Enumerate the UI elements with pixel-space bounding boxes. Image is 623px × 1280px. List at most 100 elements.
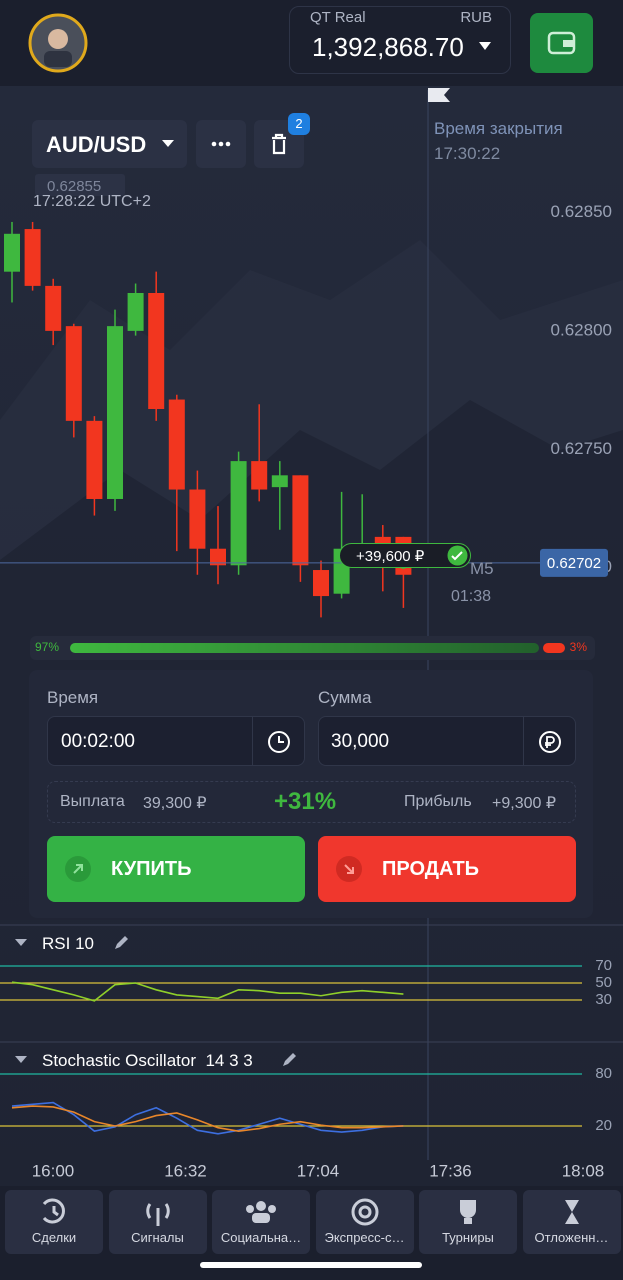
y-tick-label: 70 [595,957,612,974]
close-time: 17:30:22 [434,144,501,163]
candle-body [148,292,165,410]
candle-body [86,420,103,499]
nav-tab[interactable]: Экспресс-с… [315,1190,414,1254]
buy-bar [70,643,539,653]
buy-share: 97% [35,640,60,654]
candle-body [292,475,309,566]
asset: AUD/USD [46,132,147,157]
indicator-line [11,1101,404,1135]
nav-tab[interactable]: Отложенн… [522,1190,621,1254]
currency: RUB [460,9,492,26]
x-tick-label: 17:04 [297,1161,340,1180]
nav-tab[interactable]: Турниры [419,1190,517,1254]
percent: +31% [274,788,337,815]
edit[interactable] [112,934,130,952]
more-button[interactable] [196,120,246,168]
rsi-title: RSI 10 [42,934,94,954]
edit[interactable] [280,1051,298,1069]
candle-body [230,461,247,566]
clock: 17:28:22 UTC+2 [33,193,151,210]
y-tick-label: 50 [595,974,612,991]
amount-value: 30,000 [331,731,390,752]
candle-body [189,489,206,549]
nav-tab[interactable]: Сделки [5,1190,103,1254]
trade-badge: +39,600 ₽ [339,543,471,568]
nav-tab[interactable]: Социальна… [212,1190,310,1254]
nav-label: Сигналы [131,1230,184,1245]
x-tick-label: 16:00 [32,1161,75,1180]
nav-icon [460,1200,476,1224]
home-indicator [200,1262,422,1268]
y-tick-label: 0.62750 [551,439,612,458]
wallet-button[interactable] [530,13,593,73]
amount-input[interactable]: 30,000 [318,716,576,766]
y-tick-label: 30 [595,991,612,1008]
candle-body [313,570,329,597]
rsi-period: 10 [75,934,94,953]
stoch-title: Stochastic Oscillator 14 3 3 [42,1051,253,1071]
avatar[interactable] [28,13,88,73]
nav-icon [246,1201,276,1223]
nav-icon [351,1198,378,1226]
buy-label: КУПИТЬ [111,858,192,880]
candle-body [374,536,391,549]
top-bar [0,0,623,86]
nav-icon [145,1203,170,1226]
candle-body [127,292,144,331]
sell-share: 3% [569,640,587,654]
candle-body [24,229,41,286]
asset-selector[interactable]: AUD/USD [32,120,187,168]
nav-icon [564,1200,579,1224]
balance: 1,392,868.70 [312,32,464,62]
nav-label: Экспресс-с… [324,1230,405,1245]
x-tick-label: 17:36 [429,1161,472,1180]
candle-body [210,548,226,566]
y-tick-label: 80 [595,1065,612,1082]
account-type: QT Real [310,9,366,26]
candle-body [168,399,185,490]
nav-label: Сделки [31,1230,77,1245]
buy-button[interactable]: КУПИТЬ [47,836,305,902]
price-marker: 0.62855 [35,174,125,196]
profit-value: +9,300 ₽ [492,795,557,812]
stoch-params: 14 3 3 [205,1051,253,1070]
profit-label: Прибыль [404,793,472,810]
sell-label: ПРОДАТЬ [382,858,480,880]
current-price: 0.62702 [547,555,601,572]
sell-button[interactable]: ПРОДАТЬ [318,836,576,902]
indicator-line [11,981,404,1002]
trade-profit: +39,600 ₽ [356,548,425,565]
time-input[interactable]: 00:02:00 [47,716,305,766]
sentiment: 97% 3% [30,636,595,660]
collapse[interactable] [14,938,28,948]
x-tick-label: 16:32 [164,1161,207,1180]
balance-box[interactable]: QT Real RUB 1,392,868.70 [289,6,511,74]
rsi-name: RSI [42,934,71,953]
payout-label: Выплата [60,793,125,810]
candle-body [45,285,62,331]
current-price-box [540,548,608,577]
x-tick-label: 18:08 [562,1161,605,1180]
payout-row: Выплата 39,300 ₽ +31% Прибыль +9,300 ₽ [47,781,576,823]
y-tick-label: 20 [595,1117,612,1134]
indicator-line [11,1105,404,1132]
y-tick-label: 0.62850 [551,202,612,221]
stoch-name: Stochastic Oscillator [42,1051,196,1070]
nav-icon [42,1198,65,1224]
candle-body [4,233,20,272]
timer: 01:38 [451,588,492,605]
badge: 2 [288,113,310,135]
candle-body [251,461,268,490]
time-label: Время [47,688,99,707]
time-value: 00:02:00 [61,731,135,752]
payout-value: 39,300 ₽ [143,795,207,812]
candle-body [271,475,288,488]
close-time-label: Время закрытия [434,119,563,138]
collapse[interactable] [14,1055,28,1065]
sell-bar [542,643,565,653]
nav-tab[interactable]: Сигналы [108,1190,207,1254]
caret [479,42,491,50]
flag [428,88,450,102]
nav-label: Отложенн… [534,1230,609,1245]
